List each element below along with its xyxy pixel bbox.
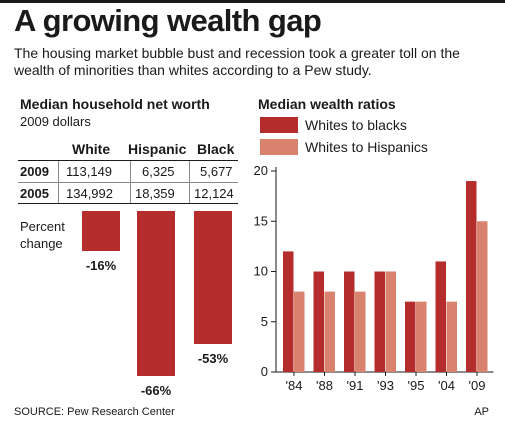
x-tick-label: '04	[438, 378, 455, 393]
legend-label-blacks: Whites to blacks	[305, 117, 407, 133]
bar-whites-to-blacks	[435, 261, 446, 372]
bar-whites-to-blacks	[283, 251, 294, 372]
x-tick-label: '95	[408, 378, 425, 393]
bar-whites-to-blacks	[405, 301, 416, 372]
x-tick-label: '88	[316, 378, 333, 393]
net-worth-heading: Median household net worth	[20, 96, 210, 112]
bar-whites-to-blacks	[374, 271, 385, 372]
percent-bar-black	[194, 211, 232, 344]
percent-value-hispanic: -66%	[140, 383, 172, 398]
bar-whites-to-blacks	[344, 271, 355, 372]
x-tick-label: '09	[469, 378, 486, 393]
bar-whites-to-hispanics	[446, 301, 457, 372]
table-cell: 134,992	[66, 186, 113, 201]
percent-value-black: -53%	[197, 350, 229, 366]
wealth-ratio-chart: 0 5 10 15 20 '84 '88 '91 '93 '95 '04 '09	[254, 163, 494, 393]
legend-swatch-hispanics	[260, 139, 298, 155]
x-tick-label: '91	[347, 378, 364, 393]
bar-whites-to-hispanics	[416, 301, 427, 372]
y-tick-label: 15	[254, 213, 268, 228]
x-tick-label: '84	[286, 378, 303, 393]
credit: AP	[474, 406, 489, 418]
column-header-black: Black	[197, 141, 235, 157]
legend-swatch-blacks	[260, 117, 298, 133]
table-cell: 18,359	[135, 186, 175, 201]
percent-value-white: -16%	[85, 258, 117, 273]
table-cell: 113,149	[66, 164, 113, 179]
source-note: SOURCE: Pew Research Center	[14, 406, 175, 418]
bar-whites-to-hispanics	[324, 291, 335, 372]
bar-whites-to-blacks	[313, 271, 324, 372]
row-year: 2009	[20, 164, 49, 179]
table-cell: 6,325	[142, 164, 175, 179]
table-cell: 12,124	[194, 186, 234, 201]
ratios-heading: Median wealth ratios	[258, 96, 396, 112]
table-cell: 5,677	[200, 164, 233, 179]
percent-bar-hispanic	[137, 211, 175, 376]
net-worth-table: 2009 113,149 6,325 5,677 2005 134,992 18…	[18, 160, 238, 204]
bar-whites-to-hispanics	[385, 271, 396, 372]
net-worth-unit: 2009 dollars	[20, 114, 91, 129]
row-year: 2005	[20, 186, 49, 201]
y-tick-label: 0	[261, 364, 268, 379]
table-row: 2009 113,149 6,325 5,677	[18, 161, 238, 182]
x-tick-label: '93	[377, 378, 394, 393]
bar-whites-to-hispanics	[355, 291, 366, 372]
legend-label-hispanics: Whites to Hispanics	[305, 139, 428, 155]
column-header-white: White	[72, 141, 111, 157]
percent-change-label: Percent change	[20, 219, 65, 251]
y-tick-label: 10	[254, 264, 268, 279]
percent-bar-white	[82, 211, 120, 251]
table-row: 2005 134,992 18,359 12,124	[18, 182, 238, 203]
column-header-hispanic: Hispanic	[128, 141, 187, 157]
bar-whites-to-blacks	[466, 181, 477, 372]
y-tick-label: 5	[261, 314, 268, 329]
page-title: A growing wealth gap	[14, 3, 322, 38]
bar-whites-to-hispanics	[294, 291, 305, 372]
top-rule	[0, 0, 505, 3]
subtitle: The housing market bubble bust and reces…	[14, 45, 460, 78]
bar-whites-to-hispanics	[477, 221, 488, 372]
y-tick-label: 20	[254, 163, 268, 178]
